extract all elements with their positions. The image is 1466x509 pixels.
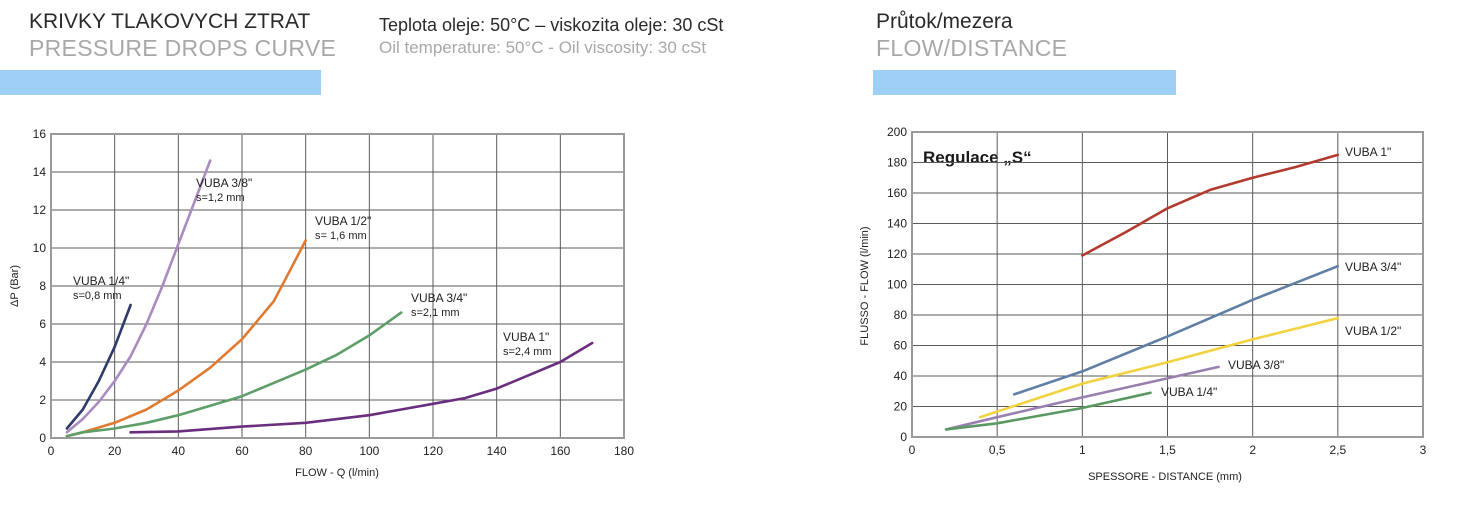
y-tick-label: 0: [900, 430, 907, 444]
conditions-en: Oil temperature: 50°C - Oil viscosity: 3…: [379, 38, 707, 57]
right-accent-bar: [873, 70, 1176, 95]
x-tick-label: 1: [1079, 443, 1086, 457]
x-tick-label: 20: [108, 444, 122, 458]
series-label: VUBA 1/2": [1345, 324, 1401, 338]
y-tick-label: 80: [894, 308, 908, 322]
plot-frame: [911, 131, 1424, 438]
series-sublabel: s=2,4 mm: [503, 346, 552, 358]
x-tick-label: 140: [487, 444, 507, 458]
series-line: [978, 316, 1340, 419]
x-tick-label: 0: [48, 444, 55, 458]
series-label: VUBA 3/8": [1228, 358, 1284, 372]
series-label: VUBA 3/4": [1345, 260, 1401, 274]
y-tick-label: 2: [39, 393, 46, 407]
left-chart-ylabel: ΔP (Bar): [9, 265, 21, 307]
right-chart: 0 0,5 1 1,5 2 2,5 3 0 20 40 60 80 100 120 140 160 180 200…: [887, 125, 1427, 457]
right-chart-xlabel: SPESSORE - DISTANCE (mm): [1088, 471, 1242, 483]
series-sublabel: s=2,1 mm: [411, 307, 460, 319]
conditions-cz: Teplota oleje: 50°C – viskozita oleje: 3…: [379, 15, 724, 35]
series-label: VUBA 3/8": [196, 176, 252, 190]
right-title-cz: Průtok/mezera: [876, 10, 1013, 33]
left-title-en: PRESSURE DROPS CURVE: [29, 35, 337, 61]
series-sublabel: s=0,8 mm: [73, 290, 122, 302]
x-tick-label: 0,5: [989, 443, 1006, 457]
left-accent-bar: [0, 70, 321, 95]
x-tick-label: 3: [1420, 443, 1427, 457]
y-tick-label: 0: [39, 431, 46, 445]
y-tick-label: 16: [33, 127, 47, 141]
series-line: [65, 311, 403, 438]
y-tick-label: 60: [894, 339, 908, 353]
x-tick-label: 40: [172, 444, 186, 458]
left-chart-xlabel: FLOW - Q (l/min): [295, 467, 379, 479]
y-tick-label: 6: [39, 317, 46, 331]
y-tick-label: 200: [887, 125, 907, 139]
x-tick-label: 60: [235, 444, 249, 458]
series-label: VUBA 1/4": [73, 274, 129, 288]
y-tick-label: 160: [887, 186, 907, 200]
series-sublabel: s=1,2 mm: [196, 192, 245, 204]
series-label: VUBA 3/4": [411, 291, 467, 305]
left-title-cz: KRIVKY TLAKOVYCH ZTRAT: [29, 10, 311, 33]
x-tick-label: 120: [423, 444, 443, 458]
y-tick-label: 14: [33, 165, 47, 179]
series-sublabel: s= 1,6 mm: [315, 230, 367, 242]
series-label: VUBA 1/2": [315, 214, 371, 228]
series-label: VUBA 1": [1345, 145, 1391, 159]
right-chart-ylabel: FLUSSO - FLOW (l/min): [859, 226, 871, 345]
series-line: [65, 239, 308, 438]
x-tick-label: 180: [614, 444, 634, 458]
right-chart-annotation: Regulace „S“: [923, 148, 1032, 167]
right-title-en: FLOW/DISTANCE: [876, 35, 1068, 61]
plot-frame: [50, 133, 625, 439]
series-line: [1012, 264, 1340, 396]
x-tick-label: 2,5: [1329, 443, 1346, 457]
series-line: [1081, 153, 1340, 257]
series-line: [65, 159, 212, 434]
x-tick-label: 1,5: [1159, 443, 1176, 457]
series-label: VUBA 1": [503, 330, 549, 344]
x-tick-label: 160: [550, 444, 570, 458]
y-tick-label: 4: [39, 355, 46, 369]
series-line: [944, 391, 1152, 431]
y-tick-label: 12: [33, 203, 47, 217]
x-tick-label: 2: [1249, 443, 1256, 457]
y-tick-label: 120: [887, 247, 907, 261]
y-tick-label: 20: [894, 400, 908, 414]
series-line: [129, 341, 594, 434]
y-tick-label: 8: [39, 279, 46, 293]
series-line: [65, 303, 132, 430]
y-tick-label: 40: [894, 369, 908, 383]
y-tick-label: 10: [33, 241, 47, 255]
series-label: VUBA 1/4": [1161, 385, 1217, 399]
x-tick-label: 100: [359, 444, 379, 458]
y-tick-label: 100: [887, 278, 907, 292]
y-tick-label: 180: [887, 156, 907, 170]
x-tick-label: 80: [299, 444, 313, 458]
x-tick-label: 0: [909, 443, 916, 457]
y-tick-label: 140: [887, 217, 907, 231]
left-chart: 0 20 40 60 80 100 120 140 160 180 0 2 4 6 8 10 12 14 16 VUB…: [33, 127, 635, 458]
series-line: [944, 365, 1220, 431]
